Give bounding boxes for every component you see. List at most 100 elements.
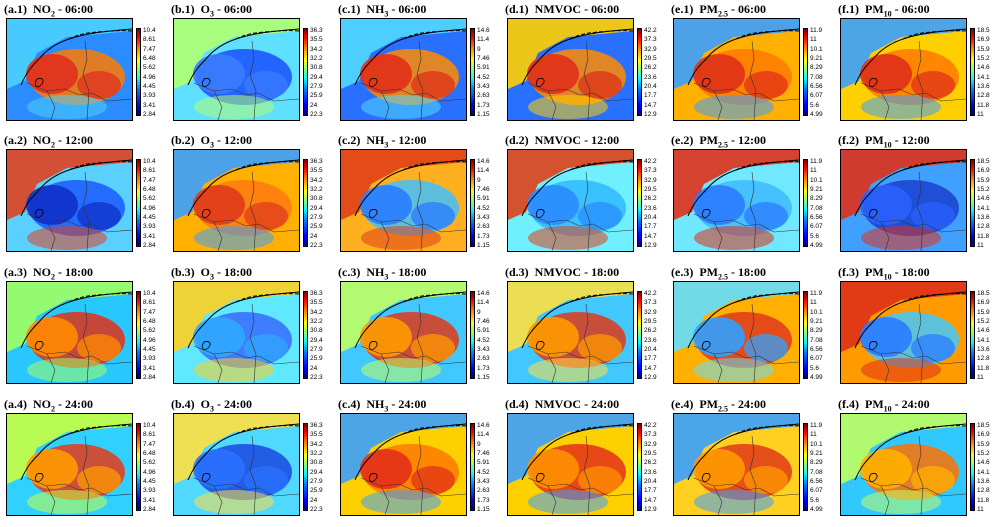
concentration-map — [173, 149, 300, 252]
concentration-map — [507, 281, 634, 384]
colorbar-tick-label: 4.96 — [143, 204, 156, 212]
colorbar-tick-label: 1.15 — [477, 242, 490, 249]
colorbar-tick-label: 42.2 — [644, 290, 657, 297]
species-subscript: 2.5 — [717, 140, 728, 150]
colorbar-ticks: 10.4 8.61 7.47 6.48 5.62 4.96 4.45 3.93 3.41 2.84 — [143, 27, 167, 118]
colorbar-tick-label: 36.3 — [310, 422, 323, 429]
colorbar-tick-label: 17.7 — [644, 487, 657, 495]
species-name: NMVOC — [534, 133, 582, 147]
colorbar-tick-label: 10.1 — [810, 440, 823, 448]
colorbar — [136, 159, 141, 247]
colorbar-tick-label: 12.8 — [977, 487, 990, 495]
panel-a2: (a.2) NO2 - 12:00 10.4 8.61 7.47 6.48 5.62 4.96… — [0, 131, 165, 262]
colorbar-tick-label: 35.5 — [310, 431, 323, 439]
colorbar-tick-label: 4.52 — [477, 468, 490, 476]
colorbar-tick-label: 27.9 — [310, 346, 323, 353]
colorbar-tick-label: 16.9 — [977, 431, 990, 439]
colorbar — [803, 28, 808, 116]
colorbar-tick-label: 6.48 — [143, 318, 156, 325]
colorbar-tick-label: 4.45 — [143, 346, 156, 353]
colorbar-tick-label: 5.62 — [143, 64, 156, 72]
colorbar-tick-label: 6.56 — [810, 346, 823, 353]
panel-time: - 24:00 — [388, 397, 427, 411]
colorbar-tick-label: 14.7 — [644, 101, 657, 109]
colorbar-tick-label: 32.2 — [310, 318, 323, 325]
colorbar-tick-label: 6.56 — [810, 83, 823, 90]
colorbar-ticks: 18.5 16.9 15.9 15.2 14.6 14.1 13.6 12.8 11.8 11 — [977, 422, 997, 513]
colorbar-tick-label: 5.6 — [810, 496, 820, 504]
panel-time: - 18:00 — [214, 265, 253, 279]
panel-title: (c.4) NH3 - 24:00 — [338, 395, 426, 413]
colorbar-tick-label: 8.29 — [810, 459, 823, 467]
concentration-map — [673, 281, 800, 384]
colorbar-tick-label: 14.7 — [644, 496, 657, 504]
concentration-map — [340, 18, 467, 121]
panel-time: - 12:00 — [388, 133, 427, 147]
panel-a4: (a.4) NO2 - 24:00 10.4 8.61 7.47 6.48 5.62 4.96… — [0, 395, 165, 526]
colorbar-tick-label: 15.9 — [977, 308, 990, 316]
colorbar-tick-label: 18.5 — [977, 27, 990, 34]
species-name: NH — [366, 265, 385, 279]
panel-time: - 12:00 — [55, 133, 93, 147]
colorbar-tick-label: 11 — [977, 242, 984, 249]
colorbar-tick-label: 26.2 — [644, 64, 657, 72]
panel-time: - 06:00 — [727, 2, 766, 16]
colorbar — [470, 28, 475, 116]
panel-time: - 18:00 — [55, 265, 93, 279]
colorbar-tick-label: 14.6 — [477, 158, 490, 165]
species-subscript: 10 — [883, 404, 892, 414]
colorbar-tick-label: 10.4 — [143, 27, 156, 34]
colorbar — [970, 291, 975, 379]
species-subscript: 2 — [51, 404, 55, 414]
colorbar-tick-label: 14.7 — [644, 364, 657, 372]
colorbar — [136, 423, 141, 511]
colorbar-tick-label: 37.3 — [644, 36, 657, 44]
panel-e1: (e.1) PM2.5 - 06:00 11.9 11 10.1 9.21 8.29 7.08… — [667, 0, 832, 131]
colorbar-tick-label: 29.4 — [310, 468, 323, 476]
panel-label: (b.2) — [171, 133, 195, 147]
colorbar-ticks: 42.2 37.3 32.9 29.5 26.2 23.6 20.4 17.7 14.7 12.9 — [644, 27, 668, 118]
panel-c2: (c.2) NH3 - 12:00 14.6 11.4 9 7.46 5.91 4.52 3.4… — [334, 131, 499, 262]
panel-label: (e.3) — [671, 265, 694, 279]
colorbar-tick-label: 15.2 — [977, 55, 990, 62]
panel-time: - 12:00 — [214, 133, 253, 147]
colorbar-tick-label: 13.6 — [977, 214, 990, 221]
colorbar-tick-label: 16.9 — [977, 299, 990, 307]
species-name: PM — [865, 397, 884, 411]
panel-title: (b.1) O3 - 06:00 — [171, 0, 252, 18]
panel-title: (a.2) NO2 - 12:00 — [4, 131, 93, 149]
panel-label: (a.3) — [4, 265, 27, 279]
concentration-map — [340, 413, 467, 516]
colorbar-tick-label: 14.6 — [477, 422, 490, 429]
colorbar-tick-label: 4.96 — [143, 468, 156, 476]
panel-time: - 06:00 — [388, 2, 427, 16]
concentration-map — [507, 413, 634, 516]
colorbar-tick-label: 15.9 — [977, 440, 990, 448]
concentration-map — [840, 413, 967, 516]
species-name: NH — [366, 2, 385, 16]
species-subscript: 3 — [384, 404, 389, 414]
panel-time: - 18:00 — [727, 265, 766, 279]
colorbar-tick-label: 24 — [310, 364, 318, 372]
colorbar — [470, 159, 475, 247]
colorbar-tick-label: 15.9 — [977, 176, 990, 184]
colorbar-tick-label: 26.2 — [644, 327, 657, 335]
panel-label: (c.3) — [338, 265, 361, 279]
colorbar-tick-label: 14.6 — [477, 290, 490, 297]
panel-time: - 18:00 — [891, 265, 930, 279]
colorbar-ticks: 11.9 11 10.1 9.21 8.29 7.08 6.56 6.07 5.6 4.99 — [810, 290, 834, 381]
colorbar-tick-label: 8.61 — [143, 36, 156, 44]
colorbar-tick-label: 11.8 — [977, 496, 990, 504]
panel-b3: (b.3) O3 - 18:00 36.3 35.5 34.2 32.2 30.8 29.4 2… — [167, 263, 332, 394]
colorbar-tick-label: 18.5 — [977, 290, 990, 297]
panel-label: (d.4) — [505, 397, 529, 411]
panel-d3: (d.3) NMVOC - 18:00 42.2 37.3 32.9 29.5 26.2 23… — [501, 263, 666, 394]
colorbar-tick-label: 15.9 — [977, 45, 990, 53]
colorbar-tick-label: 9.21 — [810, 318, 823, 325]
colorbar-tick-label: 7.46 — [477, 55, 490, 62]
colorbar-tick-label: 8.61 — [143, 431, 156, 439]
panel-time: - 18:00 — [581, 265, 620, 279]
panel-b1: (b.1) O3 - 06:00 36.3 35.5 34.2 32.2 30.8 29.4 2… — [167, 0, 332, 131]
colorbar-tick-label: 27.9 — [310, 214, 323, 221]
colorbar — [303, 159, 308, 247]
